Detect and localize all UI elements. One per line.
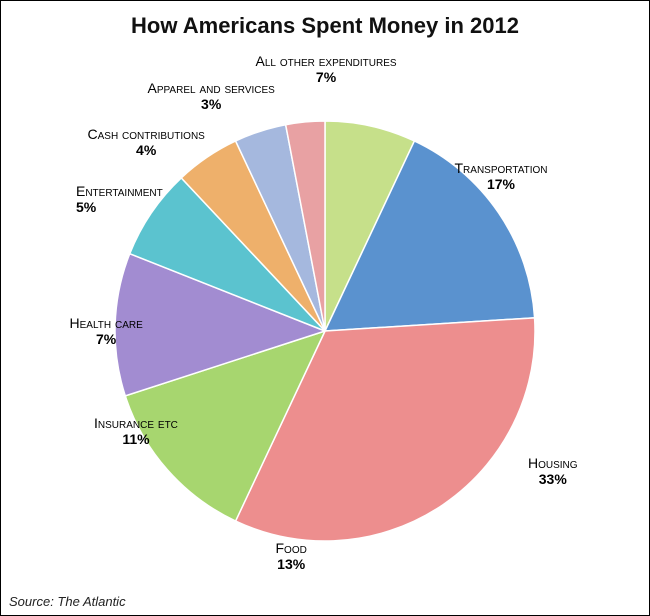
slice-label-text: Insurance etc xyxy=(94,415,178,431)
chart-frame: How Americans Spent Money in 2012 All ot… xyxy=(0,0,650,616)
slice-label: Entertainment5% xyxy=(76,183,163,215)
slice-label-percent: 3% xyxy=(148,96,275,112)
slice-label-percent: 13% xyxy=(276,556,307,572)
slice-label-text: Health care xyxy=(70,315,143,331)
slice-label: Apparel and services3% xyxy=(148,80,275,112)
slice-label: Food13% xyxy=(276,540,307,572)
slice-label: Insurance etc11% xyxy=(94,415,178,447)
slice-label: Housing33% xyxy=(528,455,578,487)
slice-label-text: Entertainment xyxy=(76,183,163,199)
slice-label-percent: 17% xyxy=(455,176,548,192)
slice-label-percent: 5% xyxy=(76,199,163,215)
slice-label-text: All other expenditures xyxy=(256,53,397,69)
slice-label-percent: 7% xyxy=(70,331,143,347)
slice-label: Health care7% xyxy=(70,315,143,347)
slice-label-percent: 11% xyxy=(94,431,178,447)
slice-label-text: Apparel and services xyxy=(148,80,275,96)
slice-label: Transportation17% xyxy=(455,160,548,192)
slice-label-percent: 7% xyxy=(256,69,397,85)
slice-label-text: Cash contributions xyxy=(88,126,205,142)
slice-label-percent: 33% xyxy=(528,471,578,487)
slice-label: All other expenditures7% xyxy=(256,53,397,85)
slice-label-text: Transportation xyxy=(455,160,548,176)
chart-source: Source: The Atlantic xyxy=(9,594,126,609)
chart-title: How Americans Spent Money in 2012 xyxy=(1,13,649,39)
slice-label-text: Food xyxy=(276,540,307,556)
slice-label: Cash contributions4% xyxy=(88,126,205,158)
slice-label-percent: 4% xyxy=(88,142,205,158)
slice-label-text: Housing xyxy=(528,455,578,471)
